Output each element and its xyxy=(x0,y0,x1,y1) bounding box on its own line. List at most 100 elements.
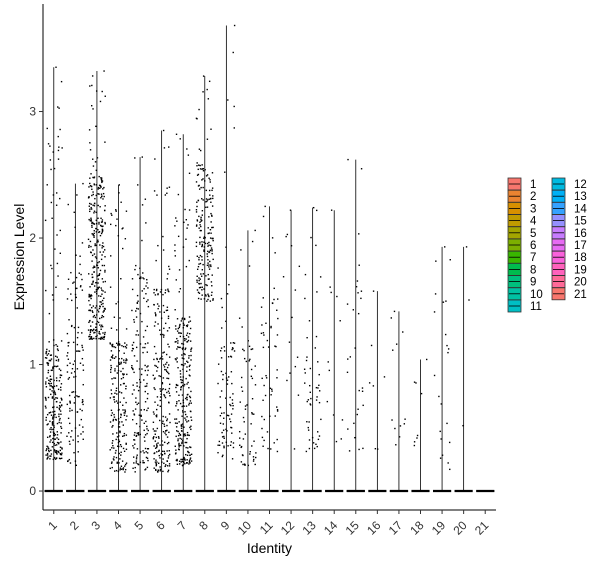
data-point xyxy=(167,441,170,444)
data-point xyxy=(82,403,84,406)
data-point xyxy=(363,490,365,492)
data-point xyxy=(182,246,185,248)
data-point xyxy=(46,362,48,364)
data-point xyxy=(144,469,146,471)
data-point xyxy=(49,359,51,362)
data-point xyxy=(54,365,56,367)
data-point xyxy=(304,273,307,276)
data-point xyxy=(161,461,163,463)
data-point xyxy=(147,448,150,450)
data-point xyxy=(197,265,200,268)
data-point xyxy=(187,339,190,342)
data-point xyxy=(135,346,138,349)
data-point xyxy=(122,404,124,406)
data-point xyxy=(203,237,205,239)
legend-label: 12 xyxy=(574,179,587,191)
data-point xyxy=(460,490,462,492)
data-point xyxy=(134,431,136,434)
data-point xyxy=(132,445,134,447)
data-point xyxy=(60,340,63,342)
data-point xyxy=(118,357,120,360)
data-point xyxy=(95,194,97,197)
data-point xyxy=(91,221,94,224)
data-point xyxy=(294,289,297,291)
data-point xyxy=(94,291,96,293)
data-point xyxy=(100,186,102,188)
data-point xyxy=(316,209,318,212)
data-point xyxy=(113,456,115,458)
data-point xyxy=(168,463,171,465)
data-point xyxy=(60,413,62,415)
data-point xyxy=(163,351,165,353)
data-point xyxy=(55,192,58,194)
data-point xyxy=(183,405,185,407)
data-point xyxy=(208,251,211,253)
data-point xyxy=(97,188,99,190)
data-point xyxy=(111,345,114,348)
data-point xyxy=(275,490,278,492)
data-point xyxy=(270,325,272,328)
data-point xyxy=(52,367,54,369)
data-point xyxy=(90,297,92,300)
data-point xyxy=(188,357,190,359)
data-point xyxy=(184,339,186,342)
data-point xyxy=(223,346,226,348)
data-point xyxy=(98,337,100,340)
data-point xyxy=(211,215,213,217)
data-point xyxy=(97,239,99,241)
data-point xyxy=(153,467,155,469)
data-point xyxy=(162,235,164,238)
data-point xyxy=(118,421,121,423)
data-point xyxy=(51,396,54,398)
data-point xyxy=(152,428,155,430)
data-point xyxy=(318,435,321,437)
data-point xyxy=(190,350,192,352)
data-point xyxy=(178,346,180,349)
data-point xyxy=(135,264,137,267)
data-point xyxy=(169,490,171,492)
data-point xyxy=(167,315,170,317)
data-point xyxy=(167,390,170,392)
data-point xyxy=(165,363,167,365)
x-tick-label: 2 xyxy=(67,518,82,533)
data-point xyxy=(200,216,202,219)
data-point xyxy=(46,348,48,351)
data-point xyxy=(100,177,102,179)
data-point xyxy=(56,234,58,236)
data-point xyxy=(357,408,359,410)
data-point xyxy=(157,404,159,406)
data-point xyxy=(46,436,49,439)
data-point xyxy=(380,490,382,492)
data-point xyxy=(137,433,139,435)
data-point xyxy=(376,490,378,492)
data-point xyxy=(209,249,212,252)
data-point xyxy=(445,490,448,492)
data-point xyxy=(261,377,263,380)
data-point xyxy=(95,222,98,225)
data-point xyxy=(225,320,227,323)
data-point xyxy=(182,322,185,325)
data-point xyxy=(117,341,120,343)
data-point xyxy=(53,344,55,347)
data-point xyxy=(185,405,188,407)
data-point xyxy=(433,311,436,313)
data-point xyxy=(110,212,112,215)
data-point xyxy=(330,209,333,211)
data-point xyxy=(54,413,56,416)
data-point xyxy=(398,490,401,492)
data-point xyxy=(183,317,186,320)
data-point xyxy=(89,309,92,312)
data-point xyxy=(203,250,205,253)
data-point xyxy=(109,286,112,288)
data-point xyxy=(186,394,189,396)
data-point xyxy=(74,226,76,229)
data-point xyxy=(52,416,54,418)
data-point xyxy=(55,457,58,459)
data-point xyxy=(229,420,232,423)
data-point xyxy=(142,351,144,354)
data-point xyxy=(125,419,127,421)
data-point xyxy=(44,357,47,359)
data-point xyxy=(198,490,200,492)
data-point xyxy=(274,252,276,254)
data-point xyxy=(55,377,58,379)
